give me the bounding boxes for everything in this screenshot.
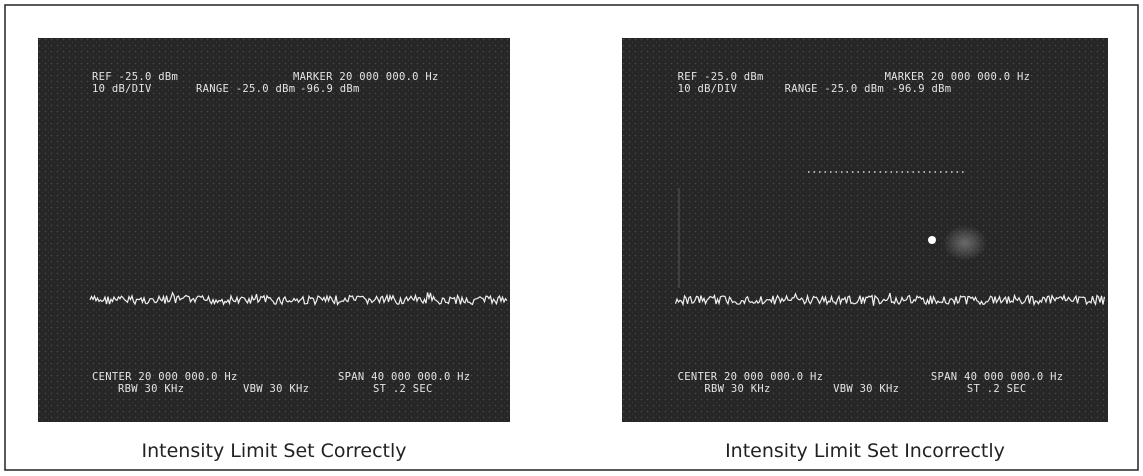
noise-trace (89, 291, 508, 307)
screen-text: CENTER 20 000 000.0 Hz (678, 371, 824, 383)
screen (38, 38, 510, 422)
screen-text: VBW 30 KHz (833, 383, 899, 395)
screen-text: SPAN 40 000 000.0 Hz (931, 371, 1063, 383)
screen-text: -96.9 dBm (892, 83, 952, 95)
screen-photo: REF -25.0 dBm MARKER 20 000 000.0 Hz 10 dB… (38, 38, 510, 422)
screen-text: MARKER 20 000 000.0 Hz (885, 71, 1031, 83)
screen-text: REF -25.0 dBm (678, 71, 764, 83)
screen (622, 38, 1108, 422)
screen-text: CENTER 20 000 000.0 Hz (92, 371, 238, 383)
screen-text: 10 dB/DIV (678, 83, 738, 95)
screen-photo: REF -25.0 dBm MARKER 20 000 000.0 Hz 10 dB… (622, 38, 1108, 422)
screen-text: ST .2 SEC (967, 383, 1027, 395)
noise-trace (674, 292, 1106, 307)
screen-text: REF -25.0 dBm (92, 71, 178, 83)
screen-text: MARKER 20 000 000.0 Hz (293, 71, 439, 83)
caption: Intensity Limit Set Correctly (142, 440, 407, 462)
screen-text: RBW 30 KHz (704, 383, 770, 395)
screen-text: ST .2 SEC (373, 383, 433, 395)
bright-spot (928, 236, 936, 244)
screen-text: RANGE -25.0 dBm (785, 83, 884, 95)
screen-text: SPAN 40 000 000.0 Hz (338, 371, 470, 383)
screen-text: 10 dB/DIV (92, 83, 152, 95)
screen-text: RBW 30 KHz (118, 383, 184, 395)
caption: Intensity Limit Set Incorrectly (725, 440, 1005, 462)
screen-text: -96.9 dBm (300, 83, 360, 95)
burn-blob (943, 225, 987, 261)
screen-text: RANGE -25.0 dBm (196, 83, 295, 95)
screen-text: VBW 30 KHz (243, 383, 309, 395)
frame (4, 4, 1139, 471)
